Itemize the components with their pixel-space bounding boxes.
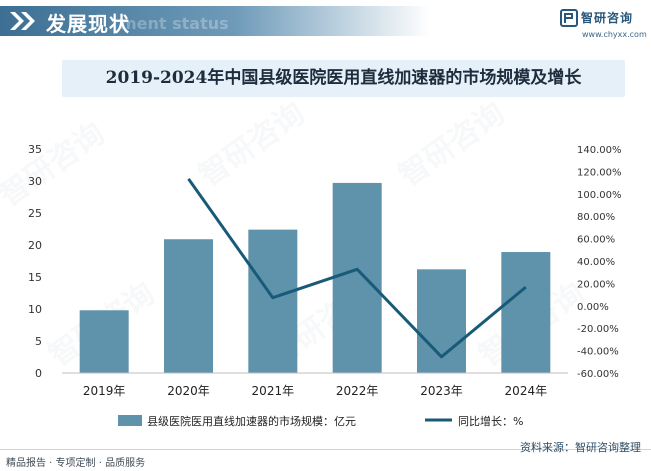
bar (79, 310, 129, 373)
y-right-tick-label: 140.00% (577, 145, 622, 156)
legend-swatch-bar (118, 415, 142, 426)
chart-legend: 县级医院医用直线加速器的市场规模：亿元 同比增长：% (118, 414, 523, 428)
y-left-tick-label: 25 (28, 207, 42, 220)
data-source: 资料来源：智研咨询整理 (520, 441, 641, 454)
y-left-tick-label: 15 (28, 271, 42, 284)
y-left-tick-label: 30 (28, 175, 42, 188)
legend-label-bar: 县级医院医用直线加速器的市场规模：亿元 (147, 414, 356, 428)
y-right-tick-label: 100.00% (577, 190, 622, 201)
y-right-tick-label: 80.00% (577, 212, 615, 223)
y-left-tick-label: 35 (28, 143, 42, 156)
combo-chart: 0 5 10 15 20 25 30 35 -60.00% -40.00% -20.00% 0.00… (28, 143, 622, 428)
y-left-tick-label: 5 (35, 335, 42, 348)
line-series (187, 178, 527, 359)
y-right-tick-label: 20.00% (577, 279, 615, 290)
section-subtitle-ghost: ment status (120, 14, 229, 33)
double-chevron-icon (10, 12, 35, 30)
x-tick-label: 2020年 (167, 384, 210, 398)
x-tick-label: 2023年 (420, 384, 463, 398)
chart-title-box: 2019-2024年中国县级医院医用直线加速器的市场规模及增长 (62, 60, 625, 97)
y-left-tick-label: 10 (28, 303, 42, 316)
y-right-tick-label: 120.00% (577, 167, 622, 178)
bar (501, 252, 551, 373)
y-right-tick-label: -60.00% (577, 369, 619, 380)
x-tick-label: 2021年 (252, 384, 295, 398)
left-axis: 0 5 10 15 20 25 30 35 (28, 143, 42, 380)
section-title: 发展现状 (46, 12, 130, 36)
chart-title: 2019-2024年中国县级医院医用直线加速器的市场规模及增长 (105, 68, 582, 88)
y-left-tick-label: 0 (35, 367, 42, 380)
bar-series (79, 182, 551, 373)
brand-logo: 智研咨询 www.chyxx.com (560, 8, 648, 42)
x-tick-label: 2019年 (83, 384, 126, 398)
growth-line (187, 178, 527, 359)
y-right-tick-label: -40.00% (577, 347, 619, 358)
x-tick-label: 2024年 (505, 384, 548, 398)
header-bar (0, 6, 430, 36)
y-right-tick-label: 40.00% (577, 257, 615, 268)
bar (332, 182, 382, 373)
brand-logo-icon (560, 9, 578, 27)
brand-name: 智研咨询 (581, 11, 634, 25)
bar (248, 229, 298, 373)
y-right-tick-label: 0.00% (577, 302, 609, 313)
section-header: 发展现状 ment status (0, 0, 651, 44)
footer-divider (0, 449, 651, 450)
x-axis-labels: 2019年 2020年 2021年 2022年 2023年 2024年 (83, 384, 547, 398)
x-tick-label: 2022年 (336, 384, 379, 398)
y-left-tick-label: 20 (28, 239, 42, 252)
brand-url: www.chyxx.com (582, 30, 647, 39)
legend-label-line: 同比增长：% (458, 414, 523, 428)
bar (164, 239, 213, 373)
right-axis: -60.00% -40.00% -20.00% 0.00% 20.00% 40.00% 60… (577, 145, 622, 380)
footer-slogan: 精品报告 · 专项定制 · 品质服务 (6, 458, 146, 469)
y-right-tick-label: -20.00% (577, 324, 619, 335)
y-right-tick-label: 60.00% (577, 235, 615, 246)
